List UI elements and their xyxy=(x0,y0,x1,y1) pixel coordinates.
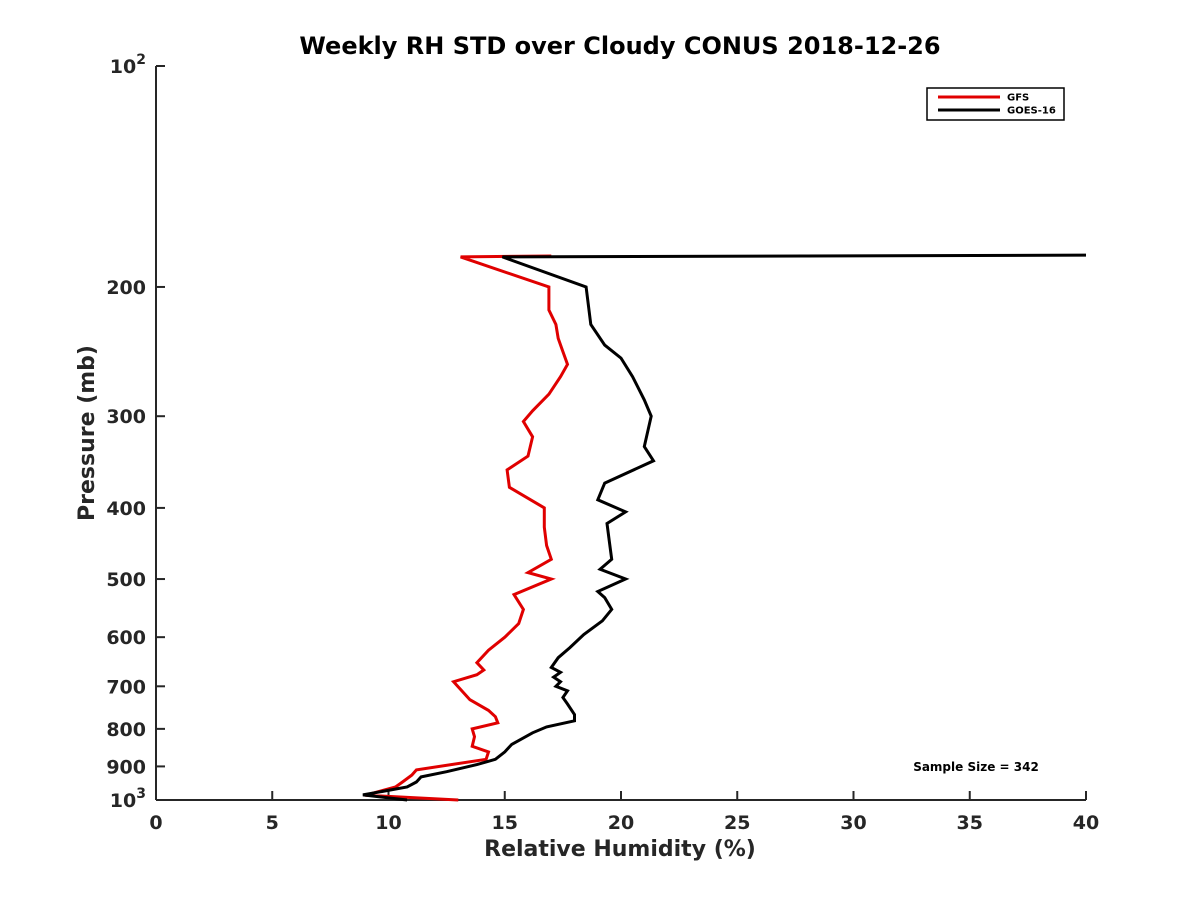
x-tick-label: 35 xyxy=(957,812,983,834)
legend: GFS GOES-16 xyxy=(926,87,1065,121)
series-line-gfs xyxy=(364,254,570,802)
series-line-goes-16 xyxy=(362,253,1087,802)
x-tick-label: 0 xyxy=(149,812,162,834)
y-tick-label: 700 xyxy=(106,676,146,698)
x-tick-label: 30 xyxy=(840,812,866,834)
x-tick-label: 5 xyxy=(266,812,279,834)
x-tick-label: 25 xyxy=(724,812,750,834)
y-tick-label: 400 xyxy=(106,498,146,520)
chart-title: Weekly RH STD over Cloudy CONUS 2018-12-… xyxy=(299,32,940,60)
y-tick-label: 103 xyxy=(110,786,146,812)
y-tick-label: 200 xyxy=(106,277,146,299)
legend-label-goes-16: GOES-16 xyxy=(1007,106,1056,117)
legend-label-gfs: GFS xyxy=(1007,93,1029,104)
x-axis-ticks: 0 5 10 15 20 25 30 35 40 xyxy=(149,791,1099,834)
x-axis-label: Relative Humidity (%) xyxy=(484,837,756,862)
y-tick-label: 800 xyxy=(106,719,146,741)
y-axis-ticks: 102 200 300 400 500 600 700 800 900 103 xyxy=(106,52,165,812)
y-tick-label: 102 xyxy=(110,52,146,78)
sample-size-annotation: Sample Size = 342 xyxy=(913,760,1039,774)
y-tick-label: 500 xyxy=(106,569,146,591)
series-layer xyxy=(362,253,1087,802)
axes xyxy=(155,66,1086,801)
y-tick-label: 600 xyxy=(106,627,146,649)
y-tick-label: 300 xyxy=(106,406,146,428)
x-tick-label: 40 xyxy=(1073,812,1099,834)
y-axis-label: Pressure (mb) xyxy=(75,345,100,521)
x-tick-label: 20 xyxy=(608,812,634,834)
x-tick-label: 15 xyxy=(492,812,518,834)
x-tick-label: 10 xyxy=(375,812,401,834)
y-tick-label: 900 xyxy=(106,756,146,778)
legend-box xyxy=(926,87,1065,121)
